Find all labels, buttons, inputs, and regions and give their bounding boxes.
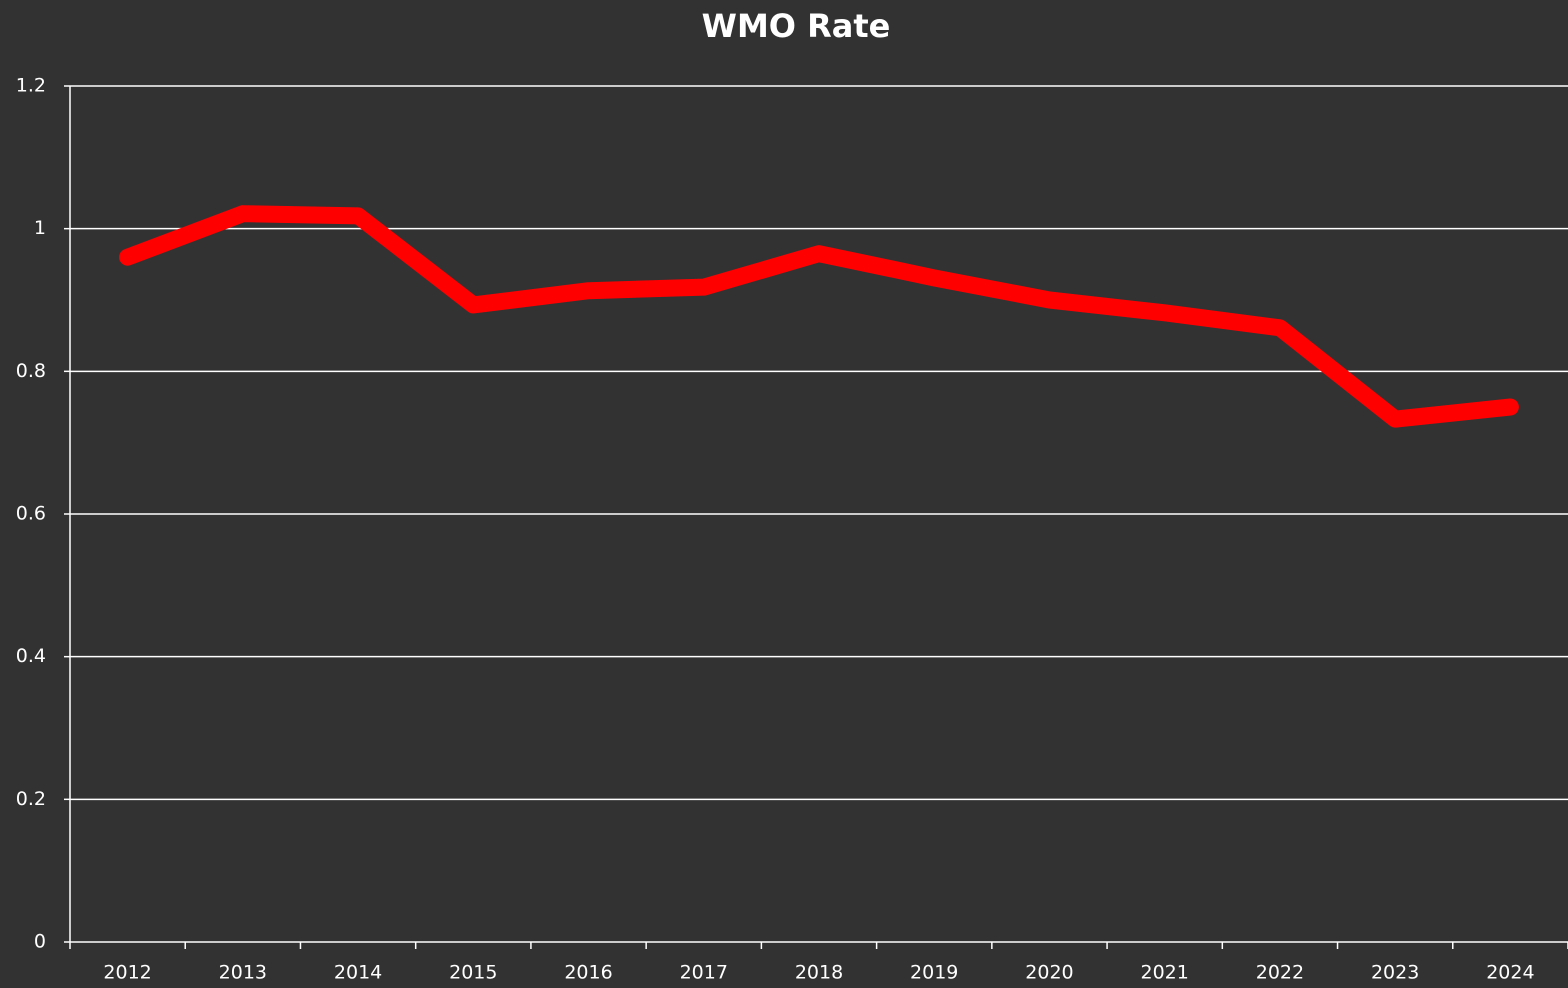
y-tick-label: 1.2 — [16, 75, 46, 97]
x-tick-label: 2012 — [103, 962, 151, 984]
x-tick-label: 2021 — [1141, 962, 1189, 984]
x-tick-label: 2018 — [795, 962, 843, 984]
x-tick-label: 2020 — [1025, 962, 1073, 984]
x-tick-label: 2014 — [334, 962, 382, 984]
y-tick-label: 0 — [34, 931, 46, 953]
x-tick-label: 2013 — [219, 962, 267, 984]
chart-title: WMO Rate — [702, 7, 891, 45]
x-tick-label: 2016 — [564, 962, 612, 984]
x-tick-label: 2022 — [1256, 962, 1304, 984]
y-tick-label: 0.2 — [16, 788, 46, 810]
x-tick-label: 2024 — [1486, 962, 1534, 984]
x-tick-label: 2023 — [1371, 962, 1419, 984]
y-tick-label: 0.8 — [16, 360, 46, 382]
y-tick-label: 1 — [34, 217, 46, 239]
y-tick-label: 0.4 — [16, 645, 46, 667]
x-tick-label: 2019 — [910, 962, 958, 984]
x-tick-label: 2017 — [680, 962, 728, 984]
data-line — [119, 205, 1519, 428]
x-tick-label: 2015 — [449, 962, 497, 984]
y-tick-label: 0.6 — [16, 503, 46, 525]
